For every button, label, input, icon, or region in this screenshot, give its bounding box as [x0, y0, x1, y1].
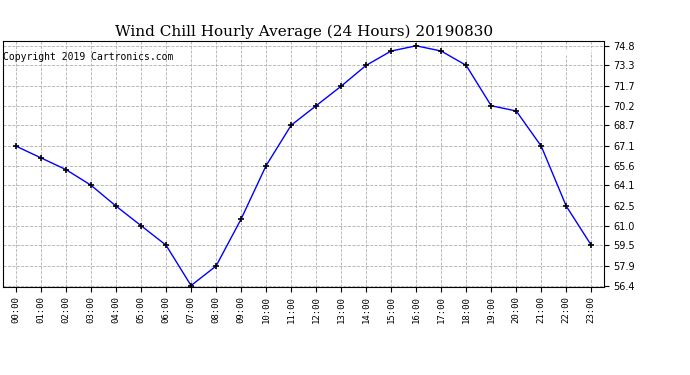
Text: Temperature  (°F): Temperature (°F) — [502, 48, 599, 58]
Text: Copyright 2019 Cartronics.com: Copyright 2019 Cartronics.com — [3, 52, 174, 62]
Title: Wind Chill Hourly Average (24 Hours) 20190830: Wind Chill Hourly Average (24 Hours) 201… — [115, 24, 493, 39]
